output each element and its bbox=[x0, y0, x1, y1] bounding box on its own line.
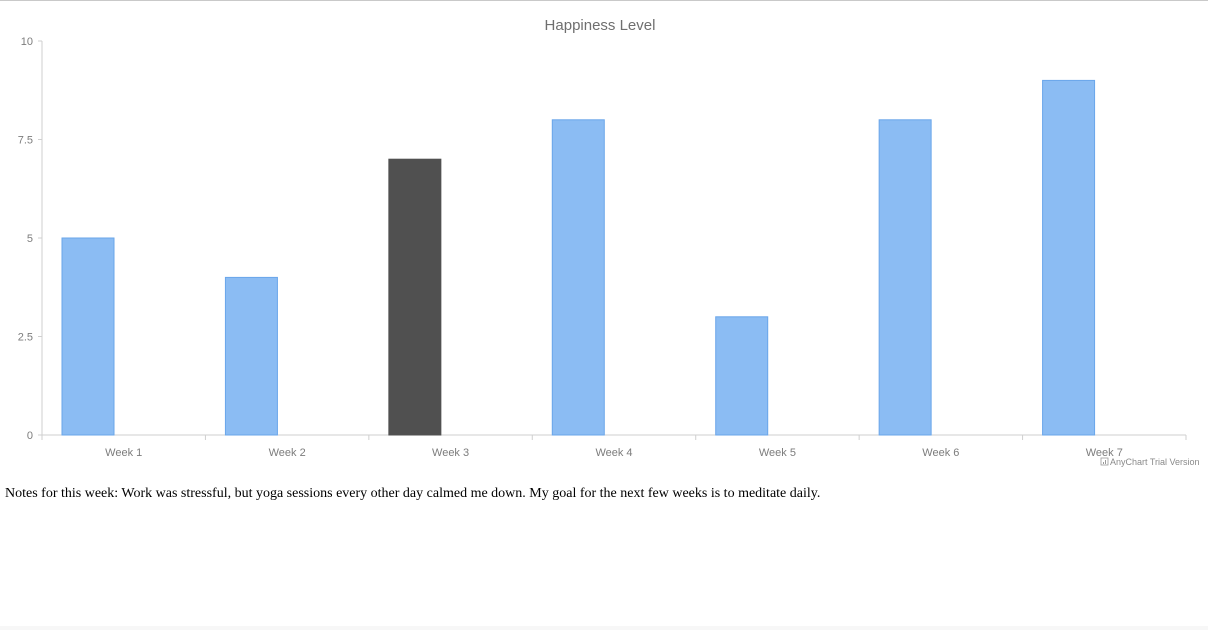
weekly-notes: Notes for this week: Work was stressful,… bbox=[5, 486, 821, 501]
top-border bbox=[0, 0, 1208, 1]
y-axis: 0 2.5 5 7.5 10 bbox=[18, 36, 43, 442]
x-tick-label: Week 6 bbox=[922, 447, 959, 459]
y-tick-label: 10 bbox=[21, 36, 33, 48]
x-tick-label: Week 7 bbox=[1086, 447, 1123, 459]
x-tick-label: Week 3 bbox=[432, 447, 469, 459]
chart-title: Happiness Level bbox=[545, 17, 656, 34]
bar-week-5[interactable] bbox=[715, 316, 769, 436]
x-axis: Week 1 Week 2 Week 3 Week 4 Week 5 Week 6 Week… bbox=[41, 434, 1187, 459]
y-tick-label: 7.5 bbox=[18, 135, 33, 147]
credits[interactable]: AnyChart Trial Version bbox=[1100, 457, 1200, 467]
bottom-band bbox=[0, 626, 1208, 630]
bar-week-3[interactable] bbox=[388, 158, 442, 436]
bar-week-6[interactable] bbox=[878, 119, 932, 436]
y-tick-label: 5 bbox=[27, 233, 33, 245]
bar-series bbox=[61, 79, 1096, 436]
x-tick-label: Week 5 bbox=[759, 447, 796, 459]
bar-week-1[interactable] bbox=[61, 237, 115, 436]
anychart-logo-icon bbox=[1100, 457, 1109, 466]
x-tick-label: Week 2 bbox=[269, 447, 306, 459]
bar-week-4[interactable] bbox=[551, 119, 605, 436]
credits-text[interactable]: AnyChart Trial Version bbox=[1110, 457, 1200, 467]
x-tick-label: Week 4 bbox=[595, 447, 632, 459]
y-tick-label: 2.5 bbox=[18, 332, 33, 344]
y-tick-label: 0 bbox=[27, 430, 33, 442]
x-tick-label: Week 1 bbox=[105, 447, 142, 459]
bar-week-2[interactable] bbox=[224, 276, 278, 436]
bar-week-7[interactable] bbox=[1042, 79, 1096, 436]
